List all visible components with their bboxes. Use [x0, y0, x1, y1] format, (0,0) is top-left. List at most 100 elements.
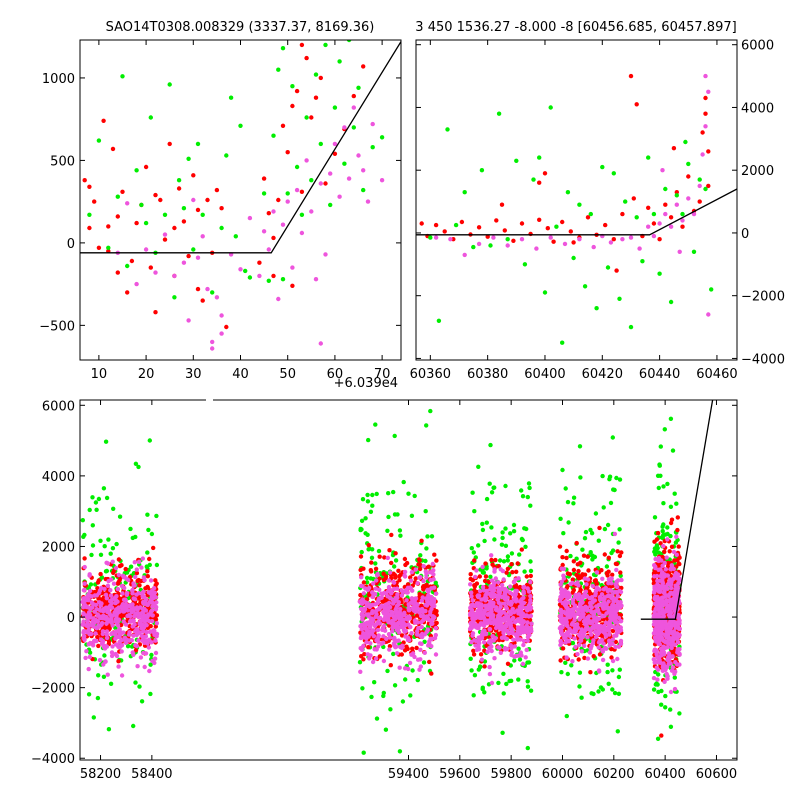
data-point — [83, 603, 88, 608]
data-point — [328, 202, 333, 208]
data-point — [392, 617, 398, 622]
data-point — [413, 576, 418, 581]
data-point — [102, 625, 107, 630]
data-point — [105, 561, 111, 566]
data-point — [88, 582, 94, 587]
data-point — [662, 427, 667, 432]
data-point — [613, 639, 619, 645]
data-point — [609, 655, 614, 660]
data-point — [580, 634, 585, 640]
panel-title: SAO14T0308.008329 (3337.37, 8169.36) — [106, 20, 375, 35]
data-point — [381, 623, 387, 629]
data-point — [496, 600, 501, 605]
data-point — [364, 622, 370, 627]
data-point — [505, 558, 510, 563]
data-point — [121, 574, 126, 580]
data-point — [433, 652, 439, 657]
data-point — [136, 638, 141, 643]
data-point — [560, 555, 565, 560]
data-point — [590, 641, 596, 646]
data-point — [490, 562, 495, 567]
data-point — [577, 684, 582, 689]
data-point — [483, 561, 488, 566]
data-point — [472, 584, 477, 589]
data-point — [496, 617, 501, 622]
data-point — [145, 550, 150, 555]
data-point — [381, 658, 387, 664]
data-point — [610, 668, 615, 673]
data-point — [583, 628, 588, 633]
data-point — [146, 645, 151, 650]
data-point — [82, 564, 87, 570]
data-point — [392, 433, 397, 439]
data-point — [502, 645, 508, 651]
data-point — [669, 517, 675, 522]
data-point — [290, 265, 295, 270]
data-point — [659, 733, 664, 738]
data-point — [405, 582, 411, 587]
data-point — [111, 570, 116, 575]
data-point — [602, 552, 607, 557]
data-point — [618, 619, 623, 624]
data-point — [651, 687, 657, 692]
data-point — [579, 695, 584, 700]
data-point — [373, 561, 378, 566]
model-line — [416, 188, 737, 236]
data-point — [665, 481, 670, 487]
data-point — [172, 225, 177, 231]
data-point — [517, 599, 523, 604]
data-point — [140, 556, 145, 561]
data-point — [508, 590, 513, 596]
y-tick-label: −4000 — [741, 352, 785, 367]
data-point — [607, 632, 612, 637]
data-point — [86, 610, 92, 615]
data-point — [394, 609, 399, 615]
data-point — [402, 573, 407, 578]
data-point — [195, 141, 201, 147]
data-point — [558, 638, 563, 644]
data-point — [421, 564, 426, 569]
x-tick-label: 60420 — [582, 367, 623, 382]
data-point — [500, 594, 505, 600]
data-point — [424, 575, 429, 580]
data-point — [588, 646, 593, 651]
data-point — [663, 705, 668, 710]
data-point — [502, 228, 507, 233]
data-point — [579, 605, 585, 610]
data-point — [87, 650, 93, 655]
data-point — [584, 582, 589, 587]
data-point — [472, 638, 477, 643]
data-point — [144, 564, 149, 569]
data-point — [101, 662, 106, 667]
data-point — [145, 512, 150, 517]
data-point — [528, 594, 533, 599]
data-point — [102, 643, 107, 648]
data-point — [394, 644, 399, 649]
data-point — [280, 222, 286, 227]
data-point — [497, 558, 503, 563]
data-point — [433, 625, 439, 631]
data-point — [370, 547, 375, 552]
data-point — [134, 567, 139, 572]
data-point — [121, 619, 126, 624]
data-point — [153, 578, 158, 583]
data-point — [358, 646, 363, 651]
data-point — [706, 149, 711, 154]
data-point — [500, 730, 505, 735]
data-point — [372, 680, 377, 685]
data-point — [589, 632, 594, 637]
data-point — [224, 153, 229, 158]
data-point — [81, 534, 86, 539]
data-point — [93, 602, 99, 608]
data-point — [102, 586, 107, 592]
data-point — [114, 594, 119, 599]
data-point — [442, 229, 447, 234]
data-point — [365, 492, 370, 498]
data-point — [418, 657, 423, 662]
data-point — [356, 153, 361, 158]
data-point — [504, 612, 509, 617]
data-point — [105, 609, 110, 615]
data-point — [391, 651, 396, 657]
data-point — [568, 581, 573, 587]
data-point — [614, 567, 619, 573]
